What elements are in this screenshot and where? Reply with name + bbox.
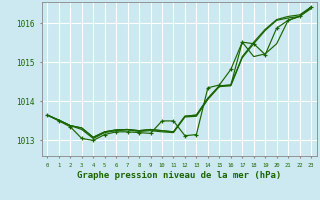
X-axis label: Graphe pression niveau de la mer (hPa): Graphe pression niveau de la mer (hPa) <box>77 171 281 180</box>
